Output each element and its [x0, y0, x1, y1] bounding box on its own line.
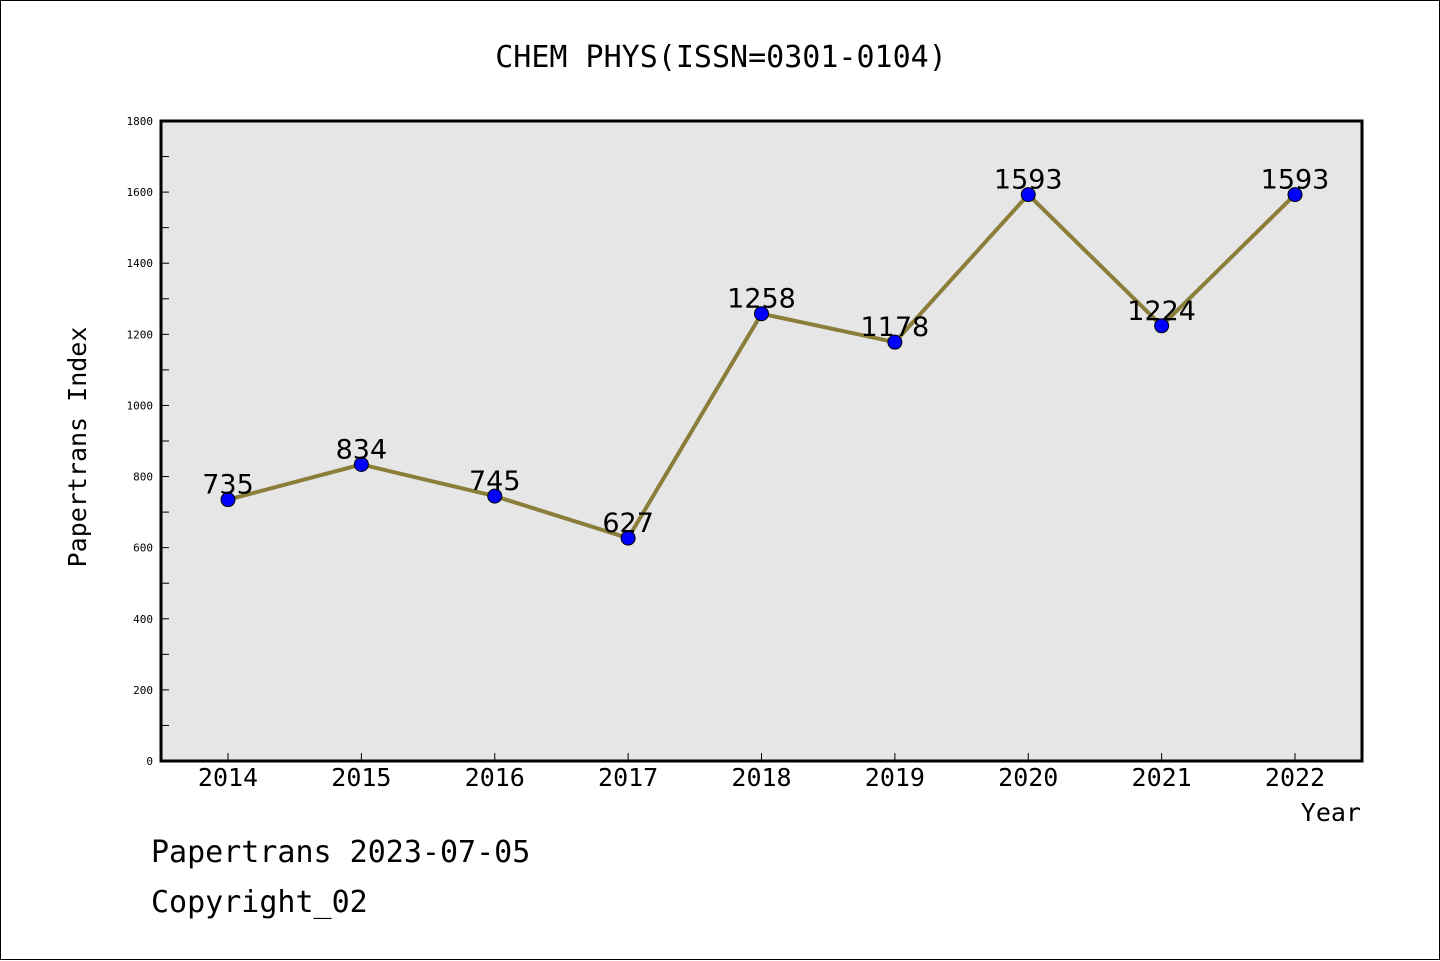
data-label: 745 — [469, 466, 521, 497]
data-label: 1224 — [1127, 296, 1196, 327]
y-tick-label: 1800 — [127, 115, 154, 128]
y-tick-label: 200 — [133, 684, 153, 697]
x-tick-label: 2021 — [1132, 763, 1192, 792]
data-point — [754, 306, 769, 322]
data-point — [220, 492, 236, 508]
x-tick-label: 2020 — [998, 763, 1058, 792]
chart-title: CHEM PHYS(ISSN=0301-0104) — [495, 40, 947, 75]
x-tick-label: 2014 — [198, 763, 258, 792]
x-tick-label: 2017 — [598, 763, 658, 792]
data-point — [887, 334, 903, 350]
data-point — [1154, 318, 1170, 334]
data-point — [620, 530, 636, 546]
x-axis: 2014 2015 2016 2017 2018 2019 2020 2021 2022 — [198, 753, 1325, 792]
data-point — [1020, 187, 1036, 203]
y-axis: 0 200 400 600 800 1000 1200 1400 1600 1800 — [127, 115, 169, 768]
x-tick-label: 2022 — [1265, 763, 1325, 792]
x-tick-label: 2019 — [865, 763, 925, 792]
x-tick-label: 2016 — [465, 763, 525, 792]
footer-copyright: Copyright_02 — [151, 885, 368, 920]
y-tick-label: 1200 — [127, 328, 154, 341]
x-tick-label: 2018 — [731, 763, 791, 792]
data-point — [1287, 187, 1303, 203]
y-tick-label: 0 — [146, 755, 153, 768]
y-tick-label: 800 — [133, 471, 153, 484]
data-point — [487, 488, 503, 504]
data-label: 1178 — [861, 312, 930, 343]
y-axis-label: Papertrans Index — [63, 327, 92, 568]
data-label: 627 — [602, 508, 654, 539]
data-label: 735 — [202, 470, 254, 501]
y-tick-label: 600 — [133, 542, 153, 555]
data-label: 834 — [336, 434, 388, 465]
data-label: 1258 — [727, 284, 796, 315]
x-tick-label: 2015 — [331, 763, 391, 792]
plot-area — [159, 119, 1364, 763]
footer-date-line: Papertrans 2023-07-05 — [151, 835, 531, 870]
series-group: 735 834 745 627 1258 1178 1593 1224 1593 — [202, 165, 1330, 546]
data-label: 1593 — [1261, 165, 1330, 196]
y-tick-label: 1400 — [127, 257, 154, 270]
y-tick-label: 1600 — [127, 186, 154, 199]
x-axis-label: Year — [1301, 798, 1361, 827]
data-point — [353, 456, 369, 472]
y-tick-label: 400 — [133, 613, 153, 626]
data-label: 1593 — [994, 165, 1063, 196]
y-tick-label: 1000 — [127, 399, 154, 412]
